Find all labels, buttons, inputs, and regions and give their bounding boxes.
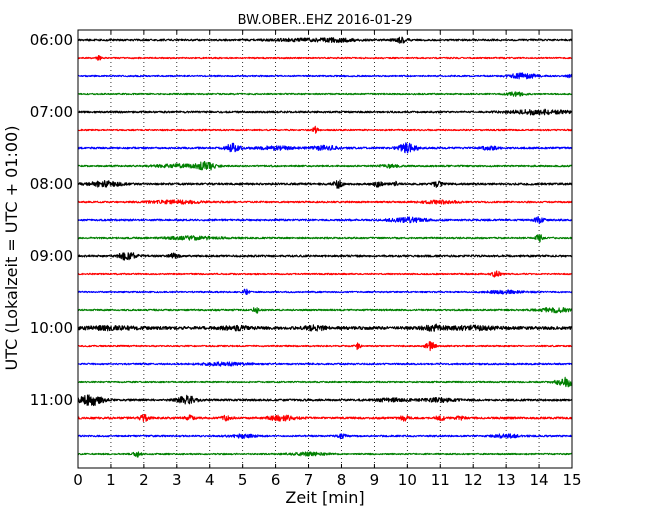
trace-0800 bbox=[77, 179, 573, 189]
trace-1015 bbox=[77, 341, 573, 352]
grid-lines bbox=[110, 30, 540, 468]
trace-0600 bbox=[77, 36, 573, 44]
x-axis-ticks: 0 1 2 3 4 5 6 7 8 9 10 11 12 13 14 15 bbox=[73, 30, 582, 489]
trace-1130 bbox=[77, 433, 573, 440]
trace-1000 bbox=[77, 323, 573, 332]
x-tick-label: 6 bbox=[271, 471, 281, 489]
x-tick-label: 9 bbox=[370, 471, 380, 489]
trace-0730 bbox=[77, 142, 573, 154]
x-tick-label: 4 bbox=[205, 471, 215, 489]
x-tick-label: 14 bbox=[530, 471, 549, 489]
trace-1045 bbox=[77, 376, 573, 388]
x-tick-label: 11 bbox=[431, 471, 450, 489]
x-axis-label: Zeit [min] bbox=[285, 488, 364, 507]
x-tick-label: 10 bbox=[398, 471, 417, 489]
trace-0915 bbox=[77, 270, 573, 278]
x-tick-label: 7 bbox=[304, 471, 314, 489]
trace-0845 bbox=[77, 234, 573, 243]
x-tick-label: 13 bbox=[497, 471, 516, 489]
trace-0815 bbox=[77, 199, 573, 205]
plot-frame bbox=[77, 29, 573, 469]
trace-0830 bbox=[77, 216, 573, 225]
chart-title: BW.OBER..EHZ 2016-01-29 bbox=[238, 13, 413, 28]
y-tick-label: 11:00 bbox=[30, 391, 73, 409]
x-tick-label: 8 bbox=[337, 471, 347, 489]
y-axis-ticks: 06:00 07:00 08:00 09:00 10:00 11:00 bbox=[30, 31, 572, 409]
y-tick-label: 10:00 bbox=[30, 319, 73, 337]
seismic-traces bbox=[77, 36, 573, 458]
trace-1145 bbox=[77, 451, 573, 458]
trace-0900 bbox=[77, 252, 573, 261]
trace-0700 bbox=[77, 108, 573, 116]
y-axis-label: UTC (Lokalzeit = UTC + 01:00) bbox=[2, 126, 21, 371]
trace-1115 bbox=[77, 413, 573, 422]
trace-0945 bbox=[77, 307, 573, 314]
x-tick-label: 1 bbox=[106, 471, 116, 489]
trace-0745 bbox=[77, 160, 573, 171]
y-tick-label: 08:00 bbox=[30, 175, 73, 193]
x-tick-label: 2 bbox=[139, 471, 149, 489]
trace-0645 bbox=[77, 91, 573, 97]
y-tick-label: 07:00 bbox=[30, 103, 73, 121]
x-tick-label: 15 bbox=[562, 471, 581, 489]
y-tick-label: 09:00 bbox=[30, 247, 73, 265]
x-tick-label: 0 bbox=[73, 471, 83, 489]
trace-0615 bbox=[77, 54, 573, 61]
y-tick-label: 06:00 bbox=[30, 31, 73, 49]
x-tick-label: 3 bbox=[172, 471, 182, 489]
trace-1100 bbox=[77, 394, 573, 407]
trace-0715 bbox=[77, 125, 573, 134]
trace-0630 bbox=[77, 72, 573, 80]
x-tick-label: 12 bbox=[464, 471, 483, 489]
trace-1030 bbox=[77, 361, 573, 367]
x-tick-label: 5 bbox=[238, 471, 248, 489]
trace-0930 bbox=[77, 288, 573, 295]
